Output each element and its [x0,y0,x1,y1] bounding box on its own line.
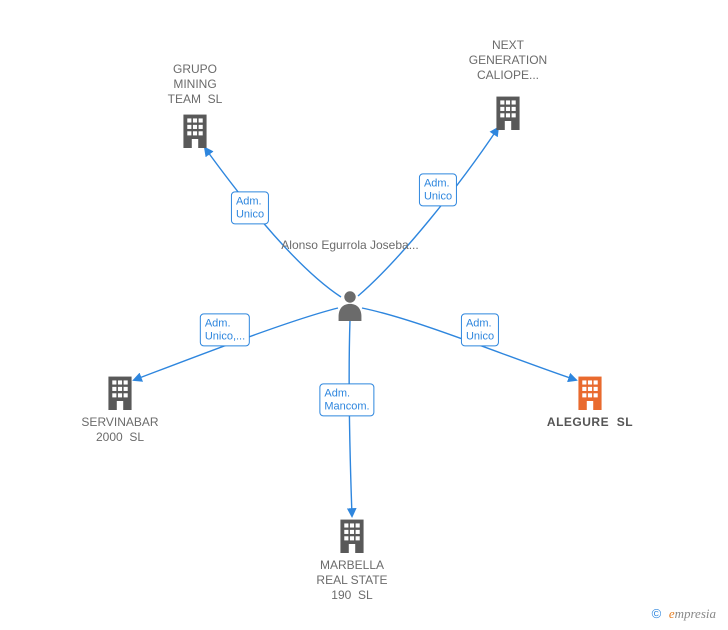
center-node-label: Alonso Egurrola Joseba... [281,238,418,253]
building-icon [492,94,524,130]
node-label: SERVINABAR 2000 SL [81,415,158,445]
node-label: ALEGURE SL [547,415,633,430]
building-icon [574,374,606,410]
brand-rest: mpresia [675,606,716,621]
edge [358,128,498,296]
edge-label: Adm. Unico [419,173,457,206]
building-icon [104,374,136,410]
edge-label: Adm. Mancom. [319,383,374,416]
edge-label: Adm. Unico [461,313,499,346]
building-icon [336,517,368,553]
node-label: MARBELLA REAL STATE 190 SL [316,558,387,603]
building-icon [179,112,211,148]
diagram-canvas: Alonso Egurrola Joseba... © empresia GRU… [0,0,728,630]
node-label: NEXT GENERATION CALIOPE... [469,38,547,83]
edge-label: Adm. Unico [231,191,269,224]
watermark: © empresia [652,606,716,622]
copyright-symbol: © [652,606,662,621]
node-label: GRUPO MINING TEAM SL [168,62,223,107]
person-icon [336,289,364,321]
edge-label: Adm. Unico,... [200,313,250,346]
edge [349,320,352,516]
edge [205,148,341,297]
